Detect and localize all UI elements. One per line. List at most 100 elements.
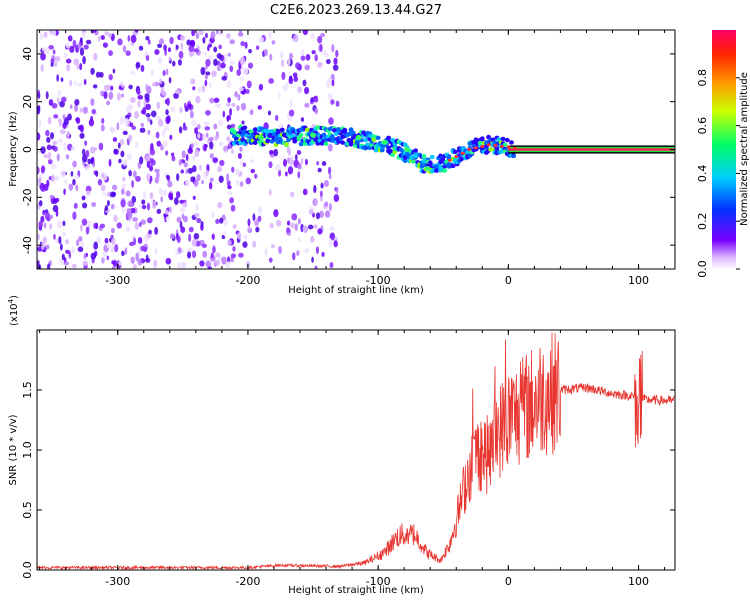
noise-blob [155,116,161,121]
noise-blob [207,45,210,52]
ridge-blob [375,135,381,141]
noise-blob [254,173,258,179]
noise-blob [296,249,300,256]
noise-blob [122,130,128,136]
noise-blob [108,91,114,100]
noise-blob [146,160,151,169]
noise-blob [268,78,275,84]
noise-blob [314,198,318,206]
noise-blob [273,148,279,157]
y-tick-label: -20 [21,188,34,206]
noise-blob [267,110,272,116]
noise-blob [252,213,256,222]
ridge-blob [265,138,271,144]
noise-blob [159,78,163,85]
colorbar-ticks: 0.0 0.2 0.4 0.6 0.8 [696,69,740,278]
noise-blob [97,179,103,186]
noise-blob [122,176,126,182]
ridge-blob [492,140,498,145]
noise-blob [142,190,147,200]
noise-blob [147,39,151,45]
noise-blob [63,188,66,195]
noise-blob [193,233,200,240]
ridge-blob [334,131,339,136]
noise-blob [106,100,111,106]
noise-blob [66,131,70,140]
ridge-blob [340,140,346,145]
noise-blob [146,173,151,182]
noise-blob [88,118,95,127]
y-tick-label: 40 [21,47,34,61]
noise-blob [287,58,291,66]
noise-blob [156,171,160,179]
noise-blob [208,181,213,190]
noise-blob [263,48,268,57]
noise-blob [134,222,140,230]
noise-blob [188,226,194,233]
ridge-blob [388,148,394,154]
noise-blob [37,106,41,115]
noise-blob [197,124,201,130]
noise-blob [310,32,315,40]
noise-blob [74,174,80,180]
noise-blob [120,150,125,158]
ridge-blob [452,149,458,155]
noise-blob [57,89,61,97]
noise-blob [86,190,90,195]
noise-blob [203,51,207,56]
noise-blob [117,142,121,149]
noise-blob [204,126,211,131]
noise-blob [102,251,108,257]
noise-blob [187,147,193,154]
noise-blob [252,240,257,248]
noise-blob [223,145,228,153]
noise-blob [65,42,71,49]
noise-blob [205,58,211,67]
noise-blob [60,77,64,82]
ridge-blob [342,129,348,134]
ridge-hot-blob [506,145,511,149]
noise-blob [230,123,236,129]
noise-blob [140,122,145,127]
noise-blob [270,244,275,249]
noise-blob [147,130,151,135]
noise-blob [128,84,133,90]
noise-blob [75,184,79,192]
noise-blob [150,159,156,166]
noise-blob [146,85,152,95]
noise-blob [82,56,86,65]
noise-blob [273,209,279,218]
noise-blob [204,32,208,39]
noise-blob [79,37,83,43]
noise-blob [335,100,340,107]
noise-blob [116,222,123,229]
noise-blob [40,242,45,251]
noise-blob [162,189,168,197]
noise-blob [288,109,295,117]
snr-x-ticks: -300 -200 -100 0 100 [39,330,666,588]
noise-blob [143,99,147,107]
noise-blob [71,246,76,254]
noise-blob [85,226,90,235]
noise-blob [46,136,51,143]
noise-blob [194,127,199,135]
noise-blob [308,209,314,215]
noise-blob [173,92,179,99]
ridge-blob [509,140,514,145]
noise-blob [102,191,106,196]
ridge-blob [348,127,354,132]
noise-blob [195,203,199,212]
ridge-hot-blob [499,144,504,148]
noise-blob [145,254,149,262]
noise-blob [192,250,197,259]
noise-blob [46,263,51,269]
ridge-blob [477,140,483,146]
noise-blob [302,188,308,196]
noise-blob [188,103,192,109]
noise-blob [97,35,101,42]
noise-blob [225,261,231,268]
noise-blob [295,62,301,70]
ridge-blob [277,137,283,142]
x-tick-label: -300 [105,575,130,588]
noise-blob [106,255,110,261]
